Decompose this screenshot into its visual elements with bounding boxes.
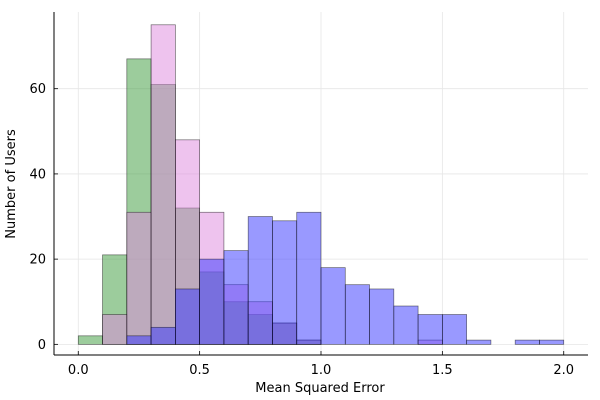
histogram-bar — [199, 258, 225, 345]
x-tick-label: 0.0 — [68, 363, 89, 378]
y-tick-label: 0 — [38, 338, 46, 353]
x-tick-label: 1.5 — [432, 363, 453, 378]
histogram-bar — [393, 305, 419, 345]
histogram-bar — [514, 339, 540, 345]
histogram-bar — [369, 288, 395, 345]
x-tick-label: 2.0 — [553, 363, 574, 378]
histogram-bar — [150, 326, 176, 345]
x-tick-label: 0.5 — [189, 363, 210, 378]
histogram-bar — [223, 250, 249, 345]
y-tick-label: 60 — [29, 82, 46, 97]
histogram-bar — [344, 284, 370, 345]
histogram-bar — [175, 288, 200, 345]
histogram-bar — [539, 339, 565, 345]
histogram-bar — [126, 335, 152, 345]
y-tick-label: 40 — [29, 167, 46, 182]
histogram-bar — [126, 211, 152, 345]
histogram-bars — [77, 24, 565, 345]
y-axis-ticks: 0 20 40 60 — [29, 82, 58, 353]
y-tick-label: 20 — [29, 253, 46, 268]
x-axis-ticks: 0.0 0.5 1.0 1.5 2.0 — [68, 351, 574, 378]
histogram-bar — [466, 339, 492, 345]
series-3 — [126, 211, 565, 345]
histogram-bar — [102, 314, 128, 345]
histogram-bar — [77, 335, 103, 345]
histogram-bar — [150, 24, 176, 345]
histogram-bar — [320, 267, 346, 345]
histogram-bar — [417, 314, 443, 345]
x-axis-label: Mean Squared Error — [255, 381, 385, 396]
histogram-bar — [272, 220, 298, 345]
y-axis-label: Number of Users — [4, 129, 19, 239]
histogram-bar — [442, 314, 467, 345]
histogram-bar — [247, 216, 273, 345]
histogram-bar — [296, 211, 322, 345]
x-tick-label: 1.0 — [311, 363, 332, 378]
